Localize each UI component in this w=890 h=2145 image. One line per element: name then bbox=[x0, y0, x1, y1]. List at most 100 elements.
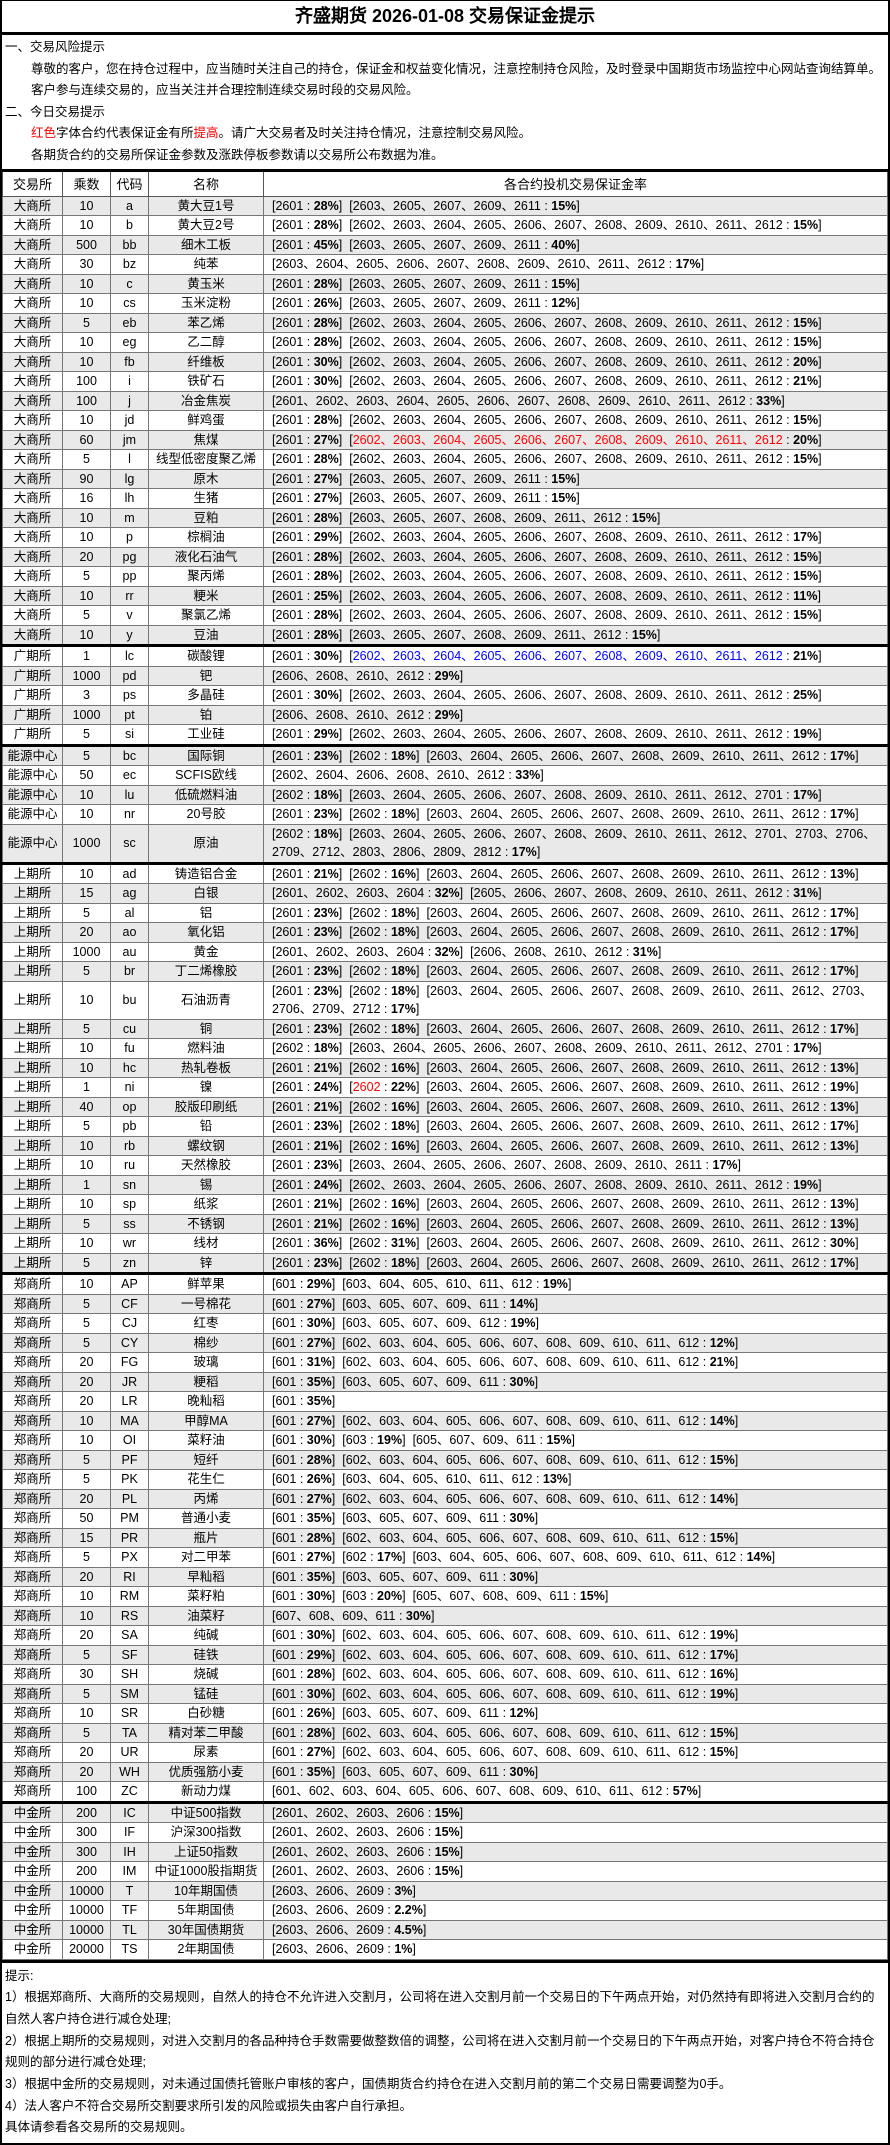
margin-rate-cell: [601 : 29%] [602、603、604、605、606、607、608、… bbox=[263, 1644, 888, 1666]
rate-segment: [2601 : 25%] bbox=[272, 588, 343, 603]
margin-rate-value: 28% bbox=[306, 1667, 332, 1682]
name-cell: 国际铜 bbox=[148, 743, 264, 767]
margin-rate-value: 30% bbox=[313, 354, 339, 369]
rate-segment: [2602 : 16%] bbox=[349, 1099, 420, 1114]
table-row: 中金所 300 IH 上证50指数 [2601、2602、2603、2606 : 15%… bbox=[2, 1841, 888, 1863]
rate-segment: [2601 : 29%] bbox=[272, 727, 343, 742]
code-cell: pd bbox=[110, 665, 149, 687]
rate-segment: [2602 : 18%] bbox=[272, 787, 343, 802]
margin-rate-value: 15% bbox=[434, 1844, 460, 1859]
margin-rate-value: 15% bbox=[434, 1825, 460, 1840]
name-cell: 黄金 bbox=[148, 941, 264, 963]
margin-rate-value: 18% bbox=[390, 748, 416, 763]
margin-rate-value: 24% bbox=[313, 1177, 339, 1192]
code-cell: TL bbox=[110, 1919, 149, 1941]
contract-months: 2603、2604、2605、2606、2607、2608、2609、2610、… bbox=[429, 1138, 820, 1153]
margin-rate-value: 15% bbox=[793, 335, 819, 350]
name-cell: 铁矿石 bbox=[148, 371, 264, 392]
contract-months: 2603、2605、2607、2609、2611 bbox=[352, 296, 541, 311]
rate-segment: [2601 : 36%] bbox=[272, 1236, 343, 1251]
table-row: 郑商所 20 JR 粳稻 [601 : 35%] [603、605、607、609、611… bbox=[2, 1371, 888, 1393]
contract-months: 601 bbox=[275, 1589, 297, 1604]
margin-rate-value: 33% bbox=[756, 393, 782, 408]
margin-rate-value: 30% bbox=[313, 649, 339, 664]
rate-segment: [2603、2605、2607、2608、2609、2611、2612 : 15… bbox=[349, 627, 661, 642]
table-row: 大商所 10 a 黄大豆1号 [2601 : 28%] [2603、2605、2607、2… bbox=[2, 195, 888, 217]
margin-rate-cell: [2601 : 26%] [2603、2605、2607、2609、2611 : … bbox=[263, 293, 888, 314]
multiplier-cell: 5 bbox=[62, 724, 111, 746]
margin-rate-value: 23% bbox=[313, 748, 339, 763]
code-cell: ao bbox=[110, 922, 149, 943]
table-row: 上期所 5 br 丁二烯橡胶 [2601 : 23%] [2602 : 18%] [2603… bbox=[2, 961, 888, 982]
exchange-cell: 上期所 bbox=[2, 980, 63, 1020]
rate-segment: [603、605、607、609、611 : 30%] bbox=[342, 1374, 539, 1389]
table-row: 广期所 3 ps 多晶硅 [2601 : 30%] [2602、2603、2604、260… bbox=[2, 685, 888, 706]
name-cell: 线材 bbox=[148, 1233, 264, 1254]
margin-rate-cell: [2601 : 30%] [2602、2603、2604、2605、2606、26… bbox=[263, 685, 888, 706]
multiplier-cell: 5 bbox=[62, 1547, 111, 1568]
multiplier-cell: 10000 bbox=[62, 1919, 111, 1941]
name-cell: 玉米淀粉 bbox=[148, 293, 264, 314]
margin-rate-value: 17% bbox=[830, 1119, 856, 1134]
table-row: 上期所 10 sp 纸浆 [2601 : 21%] [2602 : 16%] [2603、2… bbox=[2, 1194, 888, 1215]
contract-months: 2601 bbox=[275, 218, 304, 233]
contract-months: 2603、2604、2605、2606、2607、2608、2609、2610、… bbox=[429, 1119, 820, 1134]
margin-rate-value: 26% bbox=[313, 296, 339, 311]
contract-months: 2603、2604、2605、2606、2607、2608、2609、2610、… bbox=[272, 826, 876, 860]
contract-months: 2601 bbox=[275, 627, 304, 642]
name-cell: 鲜苹果 bbox=[148, 1272, 264, 1295]
rate-segment: [2601 : 27%] bbox=[272, 471, 343, 486]
code-cell: br bbox=[110, 961, 149, 982]
contract-months: 2602 bbox=[275, 1041, 304, 1056]
contract-months: 603、605、607、609、612 bbox=[345, 1316, 501, 1331]
exchange-cell: 上期所 bbox=[2, 1194, 63, 1215]
contract-months: 2602 bbox=[275, 787, 304, 802]
contract-months: 2603、2605、2607、2609、2611 bbox=[352, 237, 541, 252]
table-row: 郑商所 5 SF 硅铁 [601 : 29%] [602、603、604、605、606、… bbox=[2, 1644, 888, 1666]
rate-segment: [2601 : 28%] bbox=[272, 335, 343, 350]
margin-rate-value: 16% bbox=[709, 1667, 735, 1682]
table-row: 大商所 30 bz 纯苯 [2603、2604、2605、2606、2607、2608、… bbox=[2, 254, 888, 275]
rate-segment: [2601 : 30%] bbox=[272, 649, 343, 664]
margin-rate-value: 27% bbox=[313, 432, 339, 447]
margin-rate-cell: [2601 : 21%] [2602 : 16%] [2603、2604、2605、… bbox=[263, 861, 888, 885]
rate-segment: [2601 : 23%] bbox=[272, 983, 343, 998]
margin-rate-value: 30% bbox=[830, 1236, 856, 1251]
code-cell: TF bbox=[110, 1900, 149, 1921]
rate-segment: [601 : 28%] bbox=[272, 1530, 336, 1545]
contract-months: 2603、2606、2609 bbox=[275, 1942, 384, 1957]
rate-segment: [2605、2606、2607、2608、2609、2610、2611、2612… bbox=[470, 886, 822, 901]
code-cell: c bbox=[110, 273, 149, 295]
rate-segment: [2601 : 23%] bbox=[272, 964, 343, 979]
margin-rate-cell: [2601 : 28%] [2603、2605、2607、2608、2609、26… bbox=[263, 507, 888, 529]
code-cell: sp bbox=[110, 1194, 149, 1215]
contract-months: 2605、2606、2607、2608、2609、2610、2611、2612 bbox=[473, 886, 783, 901]
code-cell: cs bbox=[110, 293, 149, 314]
rate-segment: [2602 : 22%] bbox=[349, 1080, 420, 1095]
table-row: 大商所 10 p 棕榈油 [2601 : 29%] [2602、2603、2604、260… bbox=[2, 527, 888, 548]
rate-segment: [2603、2604、2605、2606、2607、2608、2609、2610… bbox=[426, 1021, 859, 1036]
contract-months: 603、604、605、610、611、612 bbox=[345, 1277, 533, 1292]
margin-rate-value: 32% bbox=[434, 944, 460, 959]
name-cell: 工业硅 bbox=[148, 724, 264, 746]
section2-line2: 各期货合约的交易所保证金参数及涨跌停板参数请以交易所公布数据为准。 bbox=[31, 147, 444, 162]
margin-rate-value: 16% bbox=[390, 1099, 416, 1114]
margin-rate-value: 30% bbox=[509, 1374, 535, 1389]
name-cell: 瓶片 bbox=[148, 1527, 264, 1549]
rate-segment: [2601 : 27%] bbox=[272, 432, 343, 447]
code-cell: SR bbox=[110, 1703, 149, 1724]
name-cell: 丁二烯橡胶 bbox=[148, 961, 264, 982]
name-cell: 一号棉花 bbox=[148, 1293, 264, 1315]
name-cell: 乙二醇 bbox=[148, 332, 264, 353]
table-row: 上期所 5 cu 铜 [2601 : 23%] [2602 : 18%] [2603、260… bbox=[2, 1018, 888, 1040]
rate-segment: [603 : 20%] bbox=[342, 1589, 406, 1604]
contract-months: 2603、2604、2605、2606、2607、2608、2609、2610、… bbox=[275, 257, 666, 272]
name-cell: 氧化铝 bbox=[148, 922, 264, 943]
contract-months: 2603、2604、2605、2606、2607、2608、2609、2610、… bbox=[429, 866, 820, 881]
name-cell: 丙烯 bbox=[148, 1488, 264, 1510]
margin-rate-cell: [2606、2608、2610、2612 : 29%] bbox=[263, 665, 888, 687]
name-cell: 低硫燃料油 bbox=[148, 784, 264, 806]
multiplier-cell: 10 bbox=[62, 273, 111, 295]
rate-segment: [603、605、607、609、611 : 30%] bbox=[342, 1569, 539, 1584]
margin-rate-value: 31% bbox=[306, 1355, 332, 1370]
